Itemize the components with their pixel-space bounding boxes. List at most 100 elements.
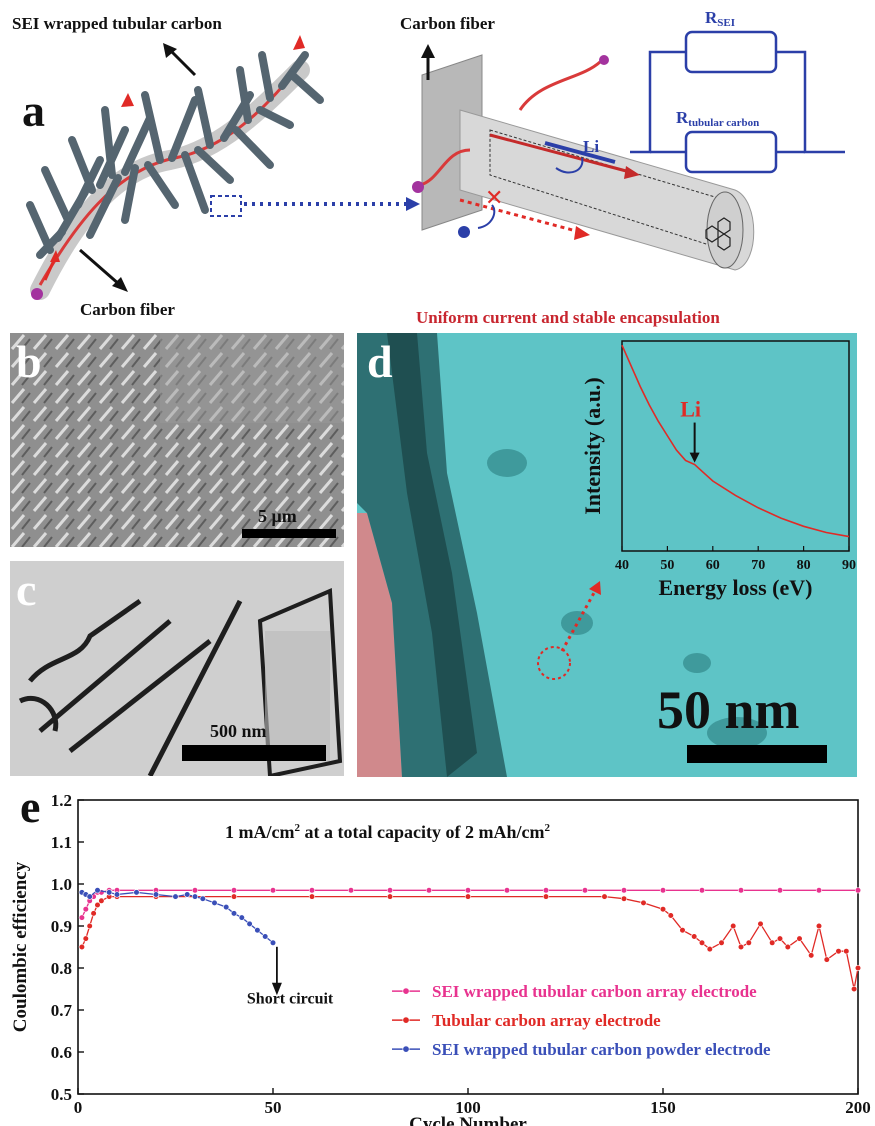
data-point (464, 887, 472, 894)
inset-x-tick-label: 90 (842, 558, 856, 573)
carbon-fiber-right-label: Carbon fiber (400, 14, 495, 33)
data-point (269, 939, 277, 946)
data-point (667, 912, 674, 919)
carbon-fiber-core (30, 60, 310, 300)
data-point (640, 899, 647, 906)
data-point (133, 889, 140, 896)
data-point (94, 887, 101, 894)
data-point (737, 943, 745, 951)
x-tick-label: 150 (650, 1098, 676, 1117)
data-point (784, 943, 791, 951)
coulombic-efficiency-chart: 0.5 0.6 0.7 0.8 0.9 1.0 1.1 1.2 0 50 100 150 200 Cycl… (10, 791, 871, 1126)
panel-d-tem-image: d 40 50 60 70 80 90 Energy loss (eV) Intensity … (357, 333, 857, 777)
data-point (211, 899, 218, 906)
data-point (745, 939, 752, 946)
y-tick-label: 1.1 (51, 833, 72, 852)
data-point (172, 893, 179, 900)
y-tick-label: 0.8 (51, 959, 72, 978)
li-ion-top (599, 55, 609, 65)
blocked-curl (477, 204, 496, 229)
y-tick-label: 0.9 (51, 917, 72, 936)
panel-b-label: b (16, 336, 42, 387)
eels-inset-plot: 40 50 60 70 80 90 Energy loss (eV) Intensity (a… (580, 340, 856, 600)
data-point (698, 887, 706, 894)
data-point (106, 889, 113, 896)
inset-y-axis-label: Intensity (a.u.) (580, 377, 605, 515)
panel-b-sem-image: b 5 μm (10, 333, 344, 547)
sei-arrow-shaft (168, 48, 197, 77)
legend-marker (402, 1045, 410, 1053)
inset-plot-frame (621, 340, 850, 552)
x-tick-label: 100 (455, 1098, 481, 1117)
red-arrowhead-mid (121, 93, 134, 107)
panel-d-scale-text: 50 nm (657, 680, 800, 740)
hexagon-rings (705, 217, 731, 251)
data-point (823, 956, 830, 963)
sem-texture (10, 333, 344, 547)
legend-label: Tubular carbon array electrode (432, 1011, 661, 1030)
li-ion-blocked (458, 226, 470, 238)
data-point (737, 887, 745, 894)
panel-e-title: 1 mA/cm2 at a total capacity of 2 mAh/cm… (225, 822, 550, 842)
x-tick-label: 50 (265, 1098, 282, 1117)
data-point (191, 887, 199, 894)
panel-c-scale-text: 500 nm (210, 721, 267, 741)
data-point (730, 922, 737, 930)
inset-li-annotation: Li (680, 397, 701, 422)
data-point (184, 891, 191, 898)
r-sei-label: RSEI (705, 8, 736, 29)
panel-b-scale-bar (242, 529, 336, 538)
x-axis-label: Cycle Number (409, 1114, 527, 1126)
legend-label: SEI wrapped tubular carbon powder electr… (432, 1040, 771, 1059)
data-point (542, 887, 550, 894)
tem-texture (18, 588, 343, 776)
inset-li-arrowhead (689, 452, 700, 463)
y-tick-label: 0.7 (51, 1001, 73, 1020)
data-point (308, 887, 316, 894)
series-0 (78, 887, 862, 921)
current-main (489, 133, 631, 174)
data-point (98, 897, 105, 904)
y-tick-label: 1.0 (51, 875, 72, 894)
legend-marker (402, 1016, 410, 1024)
data-point (843, 948, 850, 955)
x-tick-label: 200 (845, 1098, 871, 1117)
inset-callout (537, 581, 601, 680)
blocked-x: ✕ (485, 186, 503, 211)
current-top (518, 60, 602, 111)
data-point (835, 948, 842, 955)
data-point (815, 887, 823, 894)
panel-c-label: c (16, 564, 37, 615)
r-tubular-carbon-label: Rtubular carbon (676, 108, 760, 129)
data-point (78, 943, 85, 951)
panel-a-illustration: ✕ (26, 30, 845, 300)
data-point (854, 887, 862, 894)
legend-marker (402, 987, 410, 995)
equivalent-circuit (630, 30, 845, 174)
data-point (659, 906, 667, 913)
y-tick-label: 0.6 (51, 1043, 72, 1062)
data-point (691, 933, 698, 940)
sei-wrapped-label: SEI wrapped tubular carbon (12, 14, 222, 33)
y-tick-label: 0.5 (51, 1085, 72, 1104)
data-point (796, 935, 803, 942)
data-point (230, 887, 238, 894)
data-point (230, 910, 238, 917)
panel-d-title: Uniform current and stable encapsulation (416, 308, 720, 327)
data-point (386, 887, 394, 894)
data-point (425, 887, 433, 894)
series-2 (78, 887, 277, 946)
data-point (679, 927, 686, 934)
fiber-up-arrowhead (421, 44, 435, 58)
data-point (78, 914, 85, 921)
li-ion-left (31, 288, 43, 300)
data-point (757, 920, 764, 927)
data-point (620, 887, 628, 894)
blocked-path-head (574, 226, 590, 240)
panel-d-scale-bar (687, 745, 827, 763)
data-point (850, 985, 858, 993)
panel-b-scale-text: 5 μm (258, 506, 297, 526)
series-1 (78, 893, 862, 993)
inset-x-tick-label: 70 (751, 558, 765, 573)
data-point (113, 891, 121, 898)
